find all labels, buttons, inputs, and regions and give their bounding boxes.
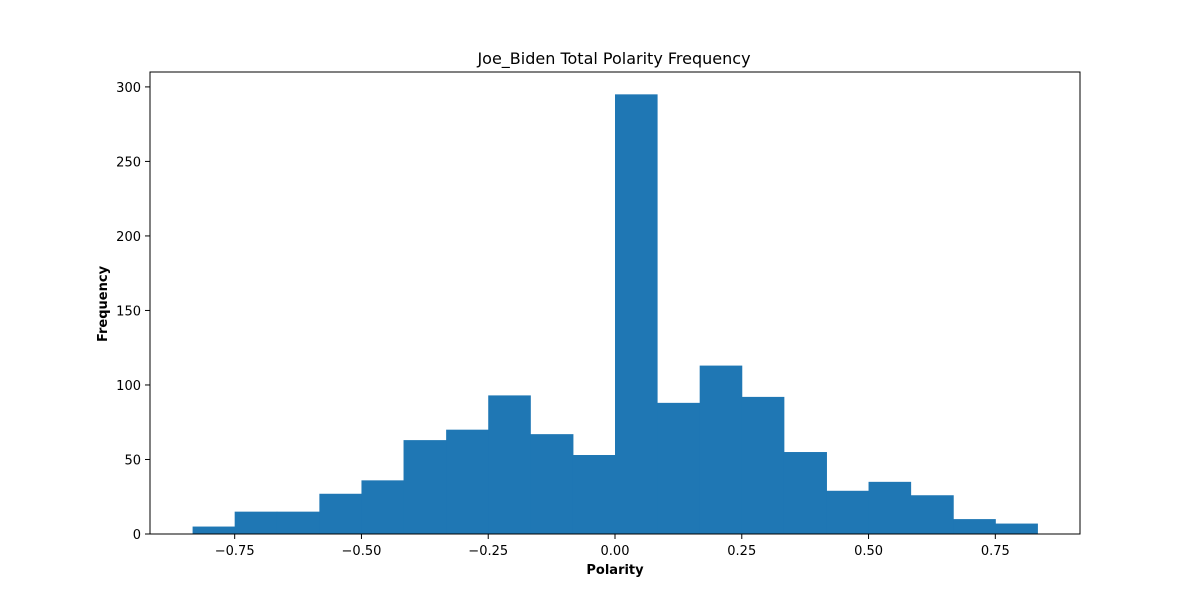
y-tick-label: 50	[124, 453, 141, 468]
x-tick-label: −0.75	[215, 544, 255, 559]
x-tick-label: −0.25	[468, 544, 508, 559]
histogram-bar	[572, 455, 616, 534]
histogram-bars	[192, 94, 1038, 534]
y-tick-label: 100	[116, 379, 141, 394]
histogram-bar	[868, 481, 912, 534]
y-axis-ticks: 0 50 100 150 200 250 300	[116, 81, 150, 543]
histogram-bar	[699, 365, 743, 534]
histogram-bar	[319, 493, 362, 534]
histogram-bar	[192, 526, 236, 534]
histogram-bar	[361, 480, 405, 534]
histogram-bar	[826, 490, 870, 534]
x-tick-label: −0.50	[342, 544, 382, 559]
histogram-bar	[910, 495, 954, 534]
x-axis-ticks: −0.75 −0.50 −0.25 0.00 0.25 0.50 0.75	[215, 534, 1010, 559]
histogram-bar	[488, 395, 531, 534]
chart-title: Joe_Biden Total Polarity Frequency	[476, 49, 750, 69]
x-tick-label: 0.75	[981, 544, 1010, 559]
histogram-bar	[615, 94, 658, 534]
x-axis-label: Polarity	[586, 563, 644, 578]
histogram-bar	[741, 396, 785, 534]
y-tick-label: 200	[116, 230, 141, 245]
y-tick-label: 250	[116, 155, 141, 170]
histogram-bar	[234, 511, 278, 534]
y-tick-label: 0	[133, 528, 141, 543]
y-tick-label: 300	[116, 81, 141, 96]
x-tick-label: 0.50	[854, 544, 883, 559]
y-tick-label: 150	[116, 304, 141, 319]
histogram-bar	[953, 519, 996, 534]
histogram-bar	[403, 440, 447, 534]
histogram-bar	[783, 452, 827, 534]
histogram-bar	[657, 402, 701, 534]
histogram-bar	[276, 511, 320, 534]
histogram-bar	[530, 434, 574, 534]
x-tick-label: 0.00	[601, 544, 630, 559]
y-axis-label: Frequency	[96, 265, 111, 342]
x-tick-label: 0.25	[727, 544, 756, 559]
histogram-bar	[446, 429, 489, 534]
histogram-bar	[995, 523, 1038, 534]
